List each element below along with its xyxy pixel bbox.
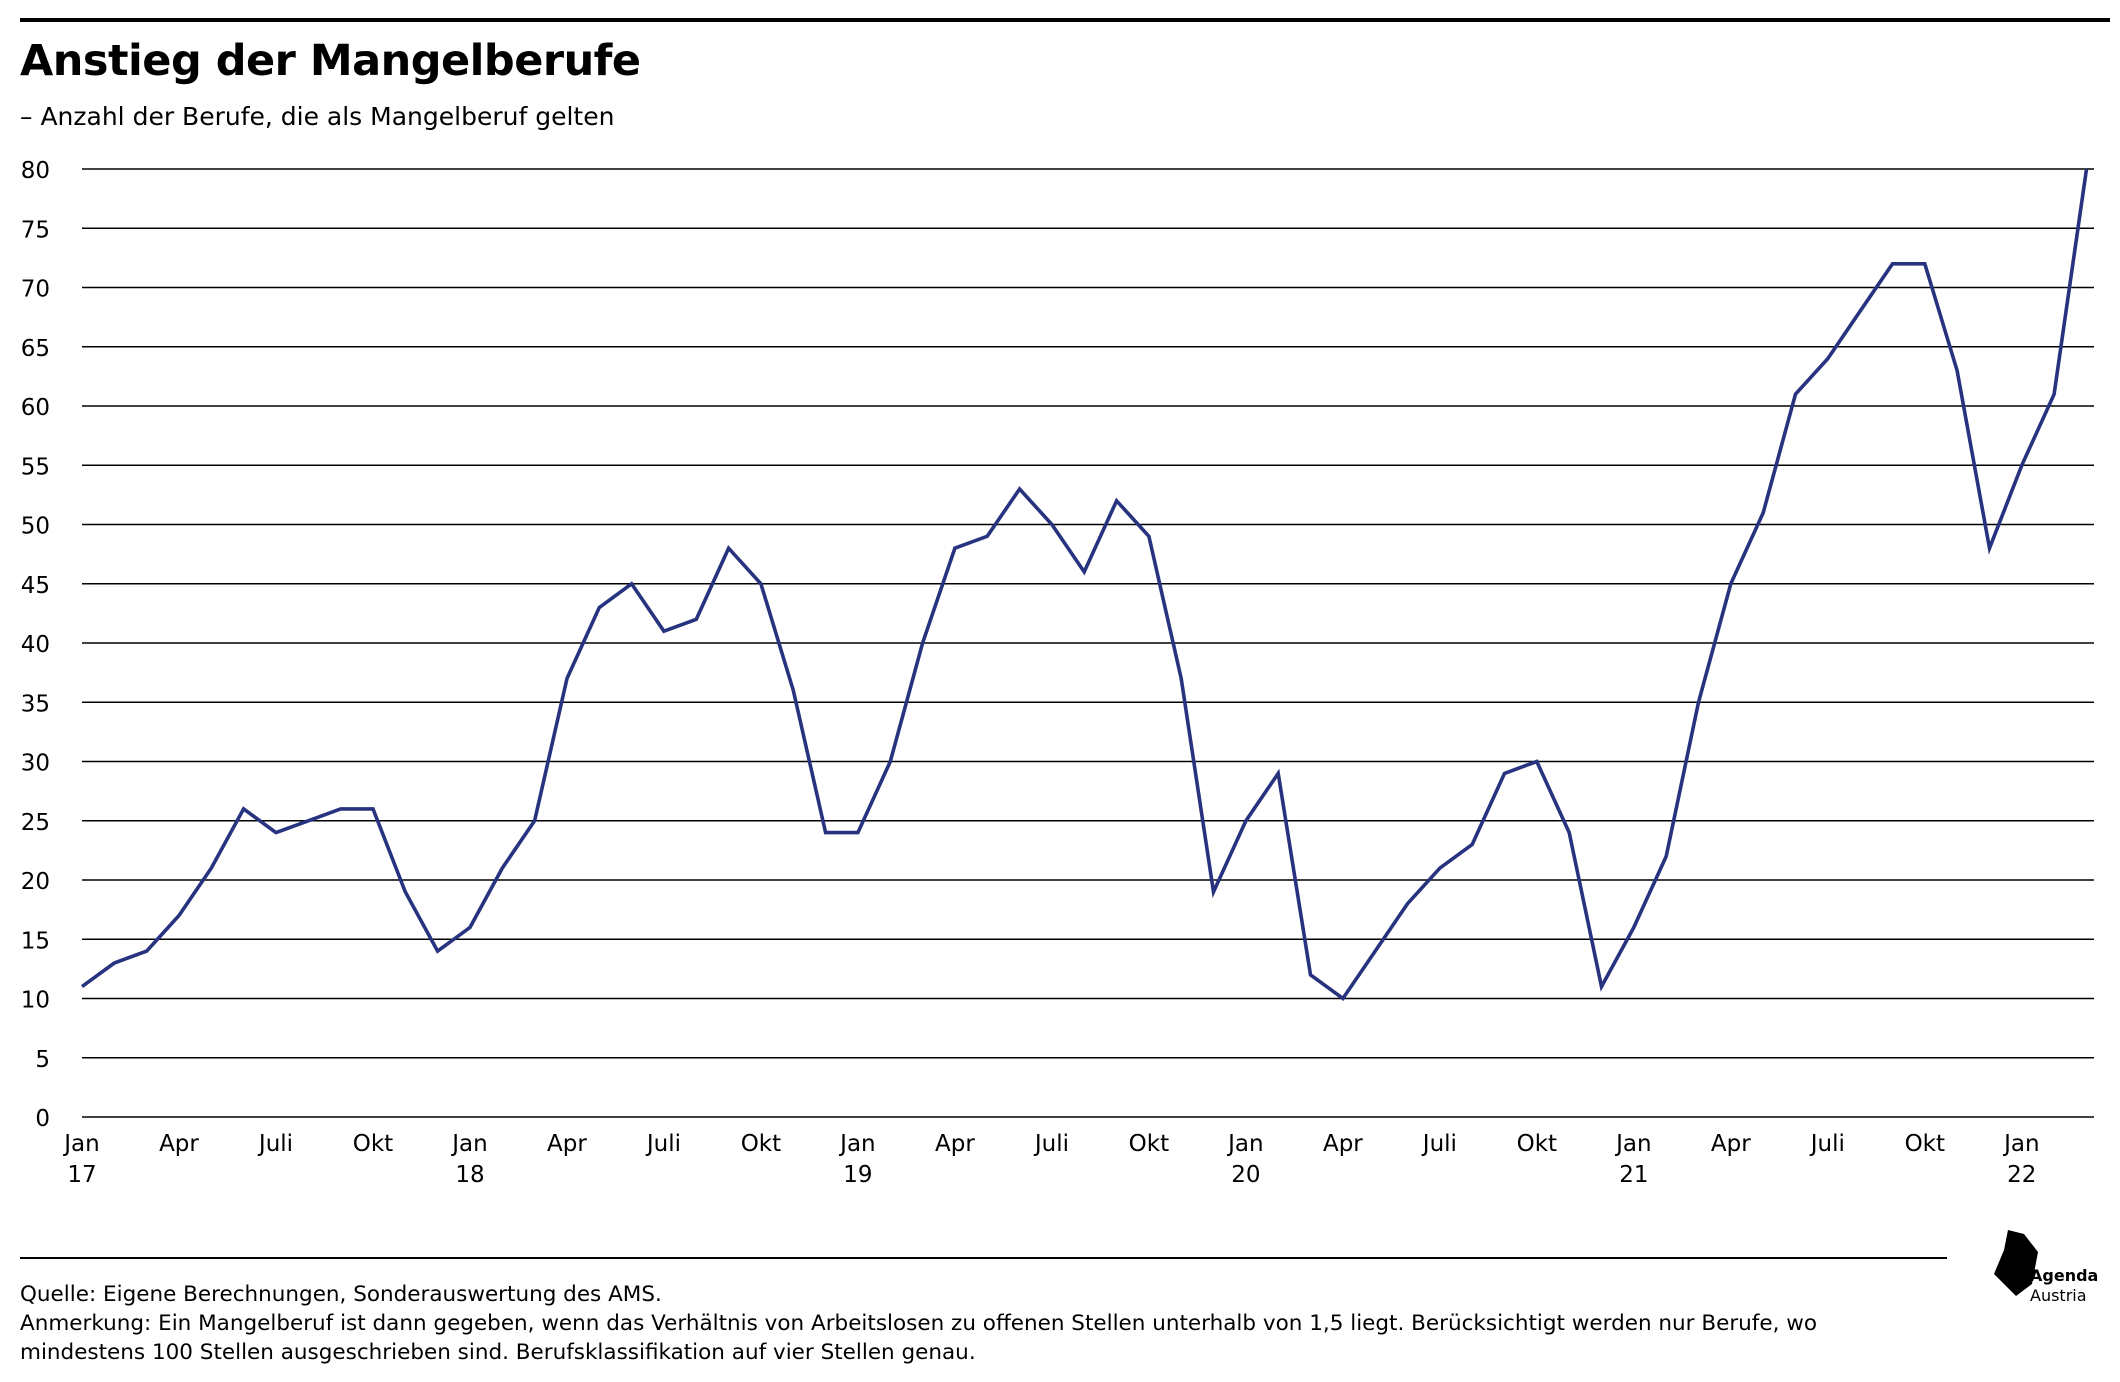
x-tick-label: Apr	[159, 1131, 199, 1157]
gridlines	[82, 168, 2094, 1118]
x-axis-ticks: Jan 17 Apr Juli Okt Jan 18 Apr Juli Okt Jan 19 Apr Ju…	[62, 1131, 2039, 1188]
line-chart: 0 5 10 15 20 25 30 35 40 45 50 55 60 65 70 75 80 Jan 17 Ap…	[21, 158, 2094, 1188]
x-tick-label: Juli	[1809, 1131, 1845, 1157]
x-tick-label: Jan	[2002, 1131, 2039, 1157]
y-tick-label: 10	[21, 988, 50, 1014]
y-tick-label: 70	[21, 277, 50, 303]
agenda-austria-logo: Agenda Austria	[1990, 1228, 2110, 1308]
y-axis-ticks: 0 5 10 15 20 25 30 35 40 45 50 55 60 65 70 75 80	[21, 158, 50, 1132]
x-tick-label: Okt	[1905, 1131, 1945, 1157]
x-tick-year-label: 17	[67, 1162, 96, 1188]
y-tick-label: 5	[35, 1047, 50, 1073]
x-tick-label: Apr	[547, 1131, 587, 1157]
x-tick-label: Apr	[1323, 1131, 1363, 1157]
x-tick-label: Apr	[935, 1131, 975, 1157]
x-tick-label: Okt	[353, 1131, 393, 1157]
x-tick-label: Jan	[838, 1131, 875, 1157]
y-tick-label: 50	[21, 514, 50, 540]
x-tick-label: Juli	[257, 1131, 293, 1157]
footer-rule	[20, 1257, 1947, 1259]
x-tick-label: Jan	[1226, 1131, 1263, 1157]
x-tick-label: Jan	[62, 1131, 99, 1157]
y-tick-label: 45	[21, 573, 50, 599]
y-tick-label: 40	[21, 632, 50, 658]
x-tick-label: Okt	[1129, 1131, 1169, 1157]
series-line	[80, 168, 2089, 1002]
x-tick-label: Jan	[450, 1131, 487, 1157]
x-tick-label: Juli	[1033, 1131, 1069, 1157]
x-tick-year-label: 22	[2007, 1162, 2036, 1188]
x-tick-label: Apr	[1711, 1131, 1751, 1157]
x-tick-year-label: 19	[843, 1162, 872, 1188]
y-tick-label: 0	[35, 1106, 50, 1132]
y-tick-label: 80	[21, 158, 50, 184]
x-tick-label: Juli	[645, 1131, 681, 1157]
logo-word-austria: Austria	[2030, 1286, 2087, 1305]
x-tick-label: Jan	[1614, 1131, 1651, 1157]
source-note: Quelle: Eigene Berechnungen, Sonderauswe…	[20, 1282, 662, 1307]
x-tick-year-label: 20	[1231, 1162, 1260, 1188]
top-rule	[20, 18, 2110, 22]
chart-subtitle: – Anzahl der Berufe, die als Mangelberuf…	[20, 102, 615, 131]
y-tick-label: 35	[21, 691, 50, 717]
y-tick-label: 30	[21, 751, 50, 777]
x-tick-label: Okt	[1517, 1131, 1557, 1157]
x-tick-year-label: 21	[1619, 1162, 1648, 1188]
y-tick-label: 55	[21, 454, 50, 480]
footer: Quelle: Eigene Berechnungen, Sonderauswe…	[20, 1280, 1920, 1367]
logo-word-agenda: Agenda	[2030, 1266, 2099, 1285]
annotation-note: Anmerkung: Ein Mangelberuf ist dann gege…	[20, 1311, 1817, 1365]
x-tick-year-label: 18	[455, 1162, 484, 1188]
y-tick-label: 75	[21, 217, 50, 243]
x-tick-label: Juli	[1421, 1131, 1457, 1157]
y-tick-label: 15	[21, 928, 50, 954]
x-tick-label: Okt	[741, 1131, 781, 1157]
chart-title: Anstieg der Mangelberufe	[20, 36, 641, 86]
y-tick-label: 20	[21, 869, 50, 895]
series-layer	[80, 168, 2089, 1002]
y-tick-label: 60	[21, 395, 50, 421]
logo-mark-icon	[1994, 1230, 2038, 1296]
y-tick-label: 25	[21, 810, 50, 836]
y-tick-label: 65	[21, 336, 50, 362]
